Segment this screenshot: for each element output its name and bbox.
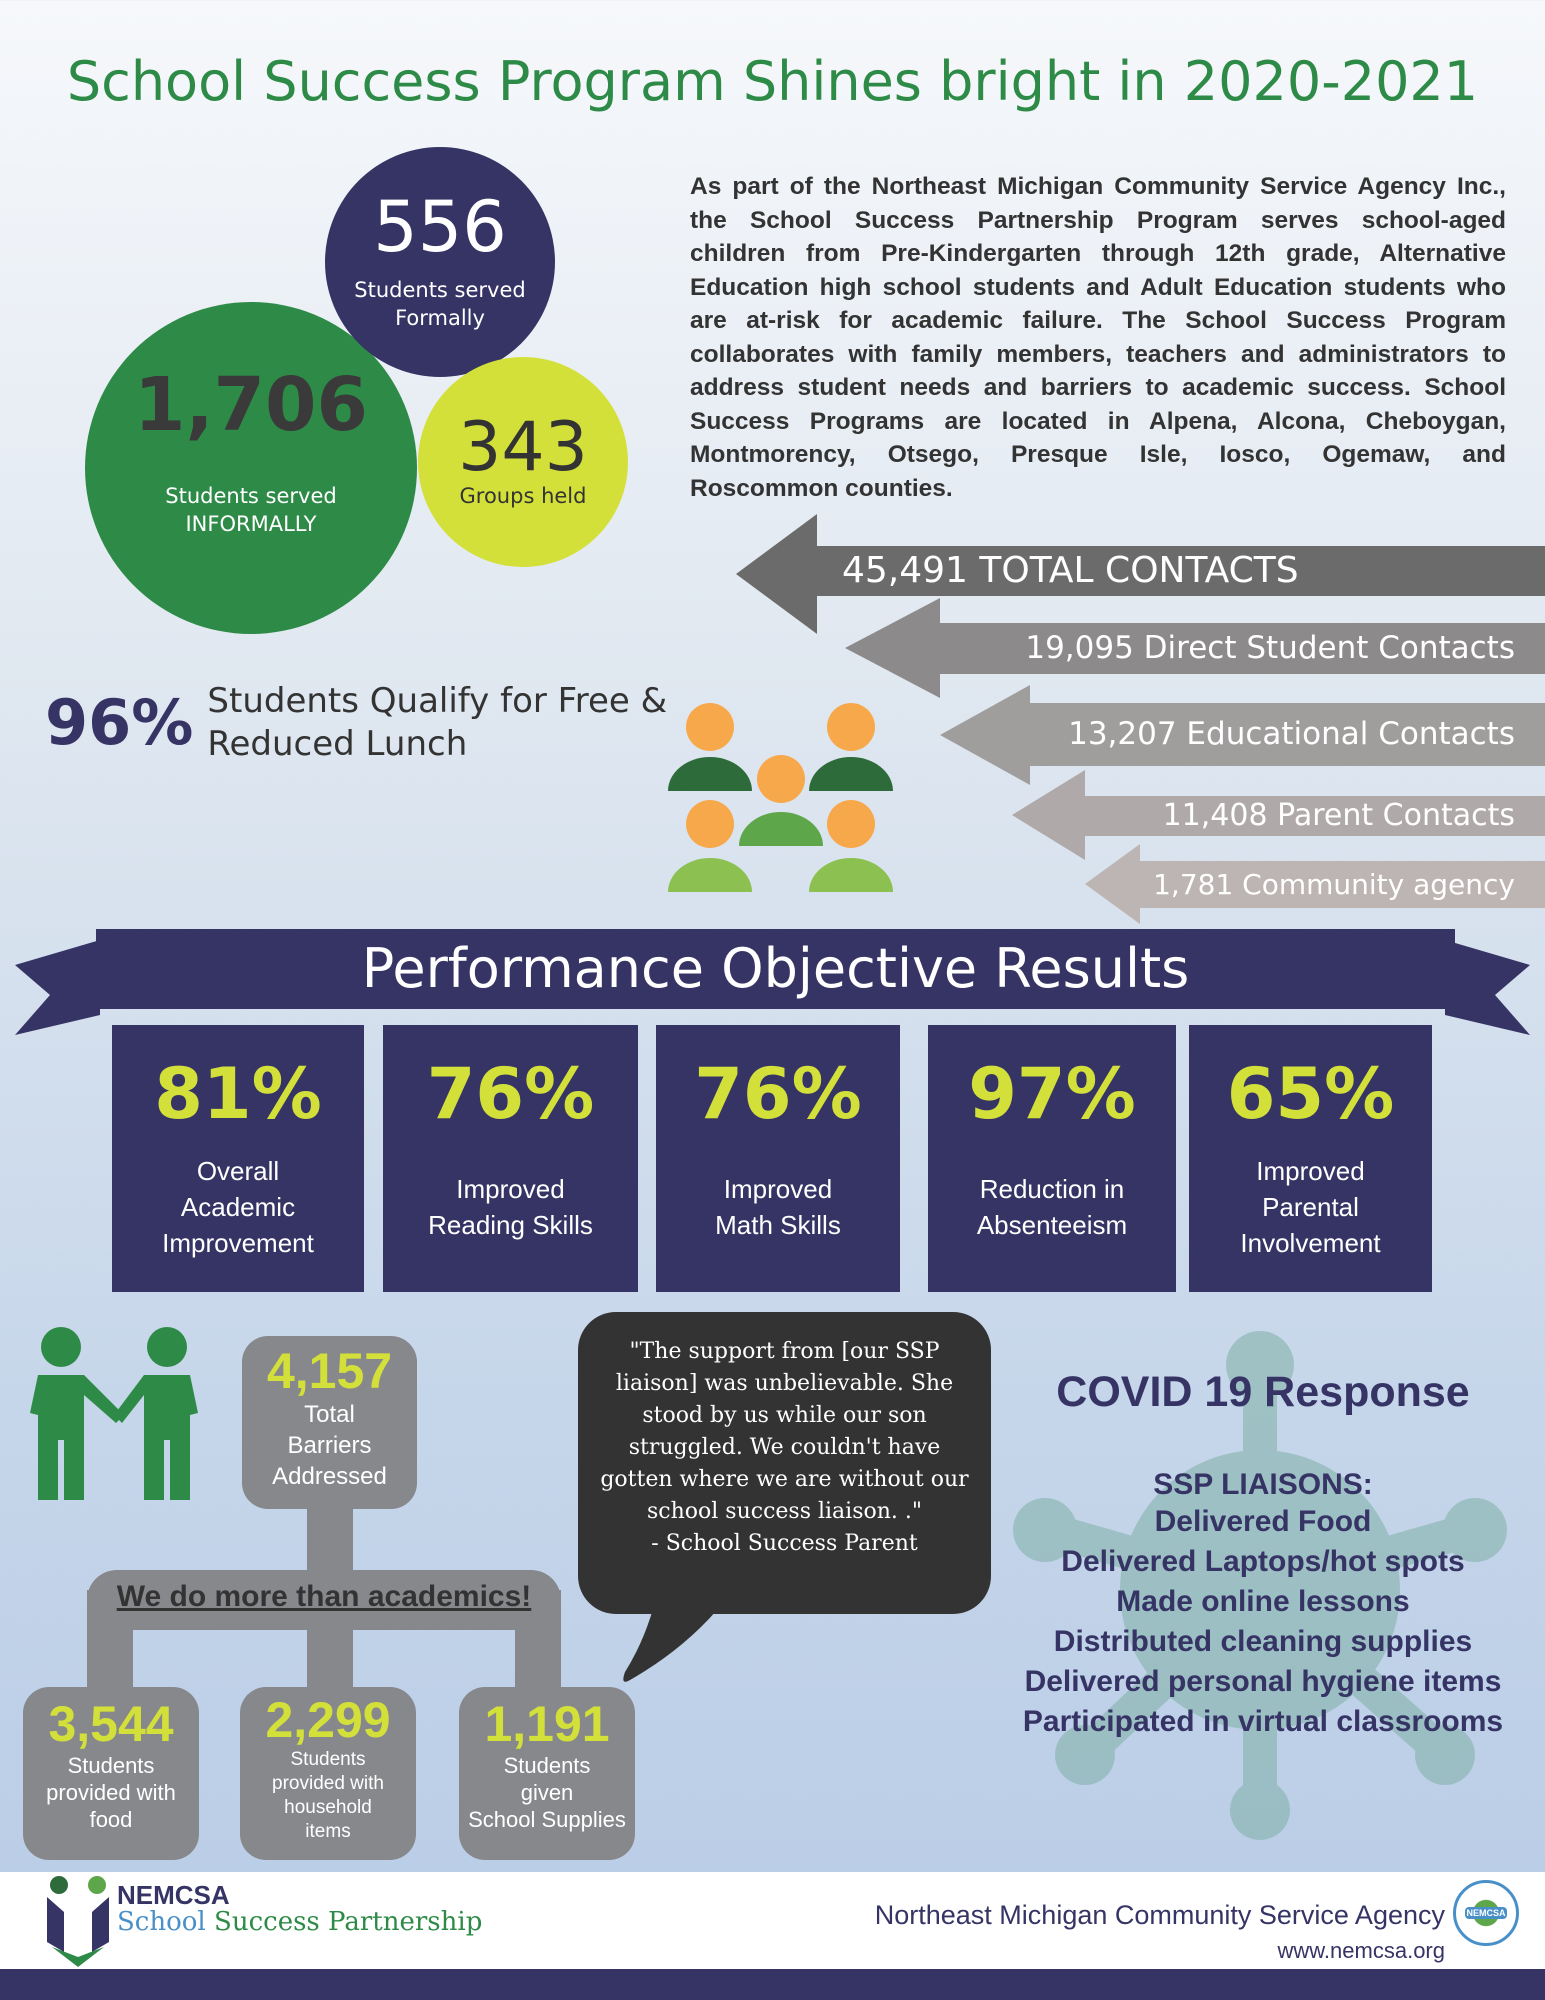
contact-arrow-label: 45,491 TOTAL CONTACTS — [842, 550, 1299, 591]
banner-ribbon — [15, 929, 1530, 1035]
agency-name: Northeast Michigan Community Service Age… — [874, 1900, 1445, 1930]
objective-pct: 97% — [968, 1053, 1136, 1135]
lunch-pct: 96% — [45, 686, 194, 759]
quote-text: "The support from [our SSP liaison] was … — [600, 1339, 969, 1524]
seal-text: NEMCSA — [1465, 1907, 1507, 1919]
agency-url[interactable]: www.nemcsa.org — [1277, 1938, 1445, 1963]
covid-item: Delivered Laptops/hot spots — [1061, 1545, 1465, 1578]
contact-arrow-shape — [1012, 770, 1545, 860]
objective-label: Improved — [1256, 1156, 1365, 1186]
barrier-item-value: 2,299 — [265, 1692, 391, 1748]
contact-arrow-shape — [1085, 844, 1545, 924]
barrier-item-box: 3,544 Students provided with food — [23, 1687, 199, 1860]
logo-nemcsa: NEMCSA — [117, 1880, 230, 1910]
objective-box: 76% Improved Reading Skills — [383, 1025, 638, 1292]
barrier-item-label: household — [284, 1797, 372, 1818]
ssp-logo-text: NEMCSA School Success Partnership — [117, 1880, 482, 1937]
parent-quote: "The support from [our SSP liaison] was … — [578, 1312, 991, 1614]
barrier-item-value: 3,544 — [48, 1696, 174, 1752]
groups-label: Groups held — [459, 483, 587, 508]
formal-value: 556 — [373, 185, 507, 268]
covid-item: Delivered Food — [1154, 1505, 1372, 1538]
contact-arrow-label: 11,408 Parent Contacts — [1162, 798, 1515, 833]
barrier-item-label: Students — [67, 1753, 155, 1778]
nemcsa-seal-icon: NEMCSA — [1453, 1880, 1519, 1946]
covid-item: Participated in virtual classrooms — [1022, 1705, 1504, 1738]
circle-informal: 1,706 Students served INFORMALLY — [85, 302, 417, 634]
objective-label: Reduction in — [979, 1174, 1125, 1204]
objective-pct: 65% — [1226, 1053, 1395, 1135]
barrier-item-label: provided with — [46, 1780, 176, 1805]
objective-label: Improvement — [162, 1228, 314, 1258]
contact-arrow-label: 19,095 Direct Student Contacts — [1025, 630, 1515, 666]
objective-label: Involvement — [1240, 1228, 1381, 1258]
free-lunch-stat: 96% Students Qualify for Free & Reduced L… — [45, 680, 667, 765]
footer-bar — [0, 1969, 1545, 2000]
formal-label: Students served — [354, 277, 526, 302]
total-barriers-label: Barriers — [287, 1432, 372, 1459]
barrier-item-label: provided with — [272, 1773, 384, 1794]
barrier-item-value: 1,191 — [484, 1696, 610, 1752]
contact-arrow-label: 1,781 Community agency — [1153, 868, 1515, 901]
contact-arrow-shape — [940, 685, 1545, 785]
virus-icon — [1013, 1331, 1507, 1840]
barrier-connectors — [87, 1500, 561, 1690]
objective-label: Parental — [1262, 1192, 1359, 1222]
informal-value: 1,706 — [133, 361, 369, 448]
informal-label: Students served — [165, 483, 337, 508]
barrier-item-label: food — [89, 1807, 133, 1832]
total-barriers-value: 4,157 — [266, 1343, 393, 1399]
objective-label: Math Skills — [715, 1210, 841, 1240]
formal-label-2: Formally — [395, 306, 485, 330]
contact-arrow-shape — [736, 514, 1545, 634]
total-barriers-label: Addressed — [272, 1463, 387, 1490]
covid-item: Distributed cleaning supplies — [1053, 1625, 1473, 1658]
circle-groups: 343 Groups held — [418, 357, 628, 567]
intro-paragraph: As part of the Northeast Michigan Commun… — [690, 173, 1506, 502]
handshake-people-icon — [30, 1327, 198, 1500]
objective-label: Improved — [723, 1174, 833, 1204]
barrier-item-label: given — [520, 1780, 574, 1805]
ssp-logo-icon — [47, 1876, 109, 1967]
objective-box: 97% Reduction in Absenteeism — [928, 1025, 1176, 1292]
contact-arrow-label: 13,207 Educational Contacts — [1068, 716, 1515, 752]
covid-subtitle: SSP LIAISONS: — [1153, 1468, 1373, 1501]
contact-arrow-shape — [845, 598, 1545, 698]
covid-title: COVID 19 Response — [1056, 1368, 1470, 1416]
objective-label: Overall — [196, 1156, 280, 1186]
objective-box: 81% Overall Academic Improvement — [112, 1025, 364, 1292]
lunch-line-1: Students Qualify for Free & — [207, 681, 668, 721]
barrier-item-label: Students — [290, 1749, 366, 1770]
circle-formal: 556 Students served Formally — [325, 147, 555, 377]
covid-item: Made online lessons — [1116, 1585, 1410, 1618]
objective-label: Academic — [180, 1192, 296, 1222]
objective-label: Absenteeism — [976, 1210, 1128, 1240]
footer — [0, 1872, 1545, 1969]
objective-pct: 81% — [154, 1053, 322, 1135]
informal-label-2: INFORMALLY — [185, 512, 317, 536]
objective-box: 76% Improved Math Skills — [656, 1025, 900, 1292]
objective-box: 65% Improved Parental Involvement — [1189, 1025, 1432, 1292]
total-barriers-box: 4,157 Total Barriers Addressed — [242, 1336, 417, 1509]
logo-partnership: Success Partnership — [214, 1907, 483, 1937]
barrier-item-box: 1,191 Students given School Supplies — [459, 1687, 635, 1860]
group-people-icon — [668, 703, 893, 892]
barrier-item-label: School Supplies — [468, 1807, 626, 1832]
objective-label: Reading Skills — [428, 1210, 593, 1240]
objective-pct: 76% — [694, 1053, 862, 1135]
covid-item: Delivered personal hygiene items — [1024, 1665, 1502, 1698]
banner-title: Performance Objective Results — [361, 937, 1190, 1000]
tagline: We do more than academics! — [116, 1580, 532, 1613]
barrier-item-label: Students — [503, 1753, 591, 1778]
logo-school: School — [117, 1907, 206, 1937]
quote-attribution: - School Success Parent — [651, 1531, 918, 1556]
groups-value: 343 — [458, 407, 588, 487]
lunch-line-2: Reduced Lunch — [207, 723, 468, 764]
objective-label: Improved — [456, 1174, 565, 1204]
barrier-item-label: items — [305, 1821, 351, 1842]
total-barriers-label: Total — [304, 1401, 355, 1428]
page-title: School Success Program Shines bright in … — [66, 50, 1479, 113]
objective-pct: 76% — [426, 1053, 595, 1135]
barrier-item-box: 2,299 Students provided with household items — [240, 1687, 416, 1860]
